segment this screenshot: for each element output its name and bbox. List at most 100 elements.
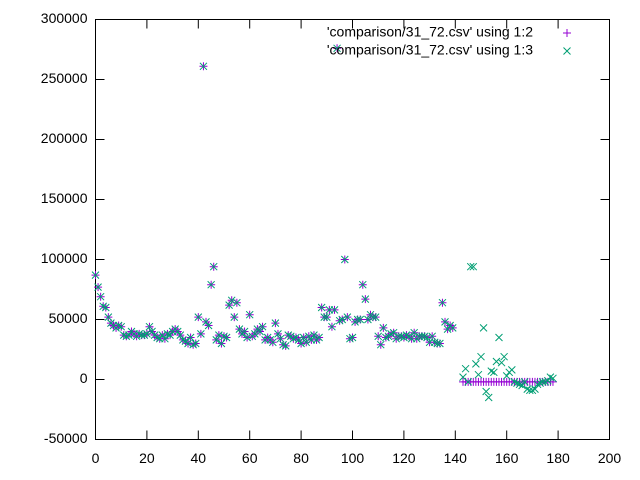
point bbox=[438, 298, 447, 307]
x-tick-label: 80 bbox=[293, 450, 309, 466]
point bbox=[346, 334, 354, 343]
point bbox=[186, 333, 195, 342]
point bbox=[191, 339, 200, 348]
point bbox=[423, 333, 431, 342]
point bbox=[356, 315, 365, 324]
x-tick-label: 40 bbox=[191, 450, 207, 466]
legend-label: 'comparison/31_72.csv' using 1:3 bbox=[327, 42, 533, 58]
point bbox=[294, 336, 303, 344]
point bbox=[184, 339, 192, 348]
y-tick-label: 200000 bbox=[41, 130, 88, 146]
x-tick-label: 140 bbox=[444, 450, 468, 466]
point bbox=[268, 338, 277, 347]
point bbox=[472, 360, 480, 368]
legend-marker bbox=[563, 29, 571, 37]
point bbox=[322, 313, 331, 321]
y-tick-label: 100000 bbox=[41, 250, 88, 266]
x-tick-label: 0 bbox=[92, 450, 100, 466]
point bbox=[397, 332, 406, 341]
y-tick-label: 250000 bbox=[41, 70, 88, 86]
point bbox=[361, 295, 370, 303]
point bbox=[374, 332, 383, 341]
point bbox=[536, 379, 544, 387]
point bbox=[525, 386, 534, 395]
point bbox=[338, 315, 347, 324]
point bbox=[497, 358, 506, 367]
point bbox=[310, 331, 318, 339]
point bbox=[256, 327, 264, 336]
point bbox=[232, 298, 241, 307]
point bbox=[518, 381, 526, 390]
point bbox=[163, 330, 172, 338]
point bbox=[279, 340, 287, 349]
point bbox=[299, 333, 308, 342]
point bbox=[320, 313, 329, 321]
point bbox=[207, 280, 216, 289]
point bbox=[135, 330, 144, 338]
point bbox=[202, 318, 210, 326]
point bbox=[302, 338, 311, 347]
x-tick-label: 20 bbox=[139, 450, 155, 466]
point bbox=[379, 324, 388, 332]
point bbox=[197, 330, 205, 338]
point bbox=[479, 324, 488, 332]
point bbox=[523, 385, 532, 393]
point bbox=[443, 325, 452, 333]
point bbox=[271, 319, 280, 327]
point bbox=[173, 327, 182, 336]
point bbox=[410, 328, 419, 337]
point bbox=[371, 313, 380, 321]
y-tick-label: 300000 bbox=[41, 10, 88, 26]
point bbox=[495, 333, 503, 342]
point bbox=[145, 322, 154, 331]
point bbox=[482, 387, 490, 396]
point bbox=[335, 316, 344, 325]
point bbox=[418, 332, 426, 341]
point bbox=[274, 330, 282, 338]
point bbox=[333, 44, 341, 53]
x-tick-label: 60 bbox=[242, 450, 258, 466]
point bbox=[315, 333, 323, 342]
point bbox=[500, 352, 508, 361]
point bbox=[448, 324, 457, 332]
point bbox=[204, 321, 213, 330]
point bbox=[225, 301, 233, 309]
y-tick-label: 50000 bbox=[49, 310, 88, 326]
point bbox=[533, 380, 542, 389]
point bbox=[543, 376, 552, 385]
point bbox=[297, 339, 305, 348]
point bbox=[161, 334, 169, 343]
point bbox=[353, 315, 362, 324]
point bbox=[469, 262, 478, 271]
point bbox=[394, 332, 403, 341]
point bbox=[376, 340, 385, 349]
point bbox=[428, 332, 437, 341]
point bbox=[217, 339, 226, 348]
point bbox=[304, 332, 313, 341]
plot-frame bbox=[95, 19, 610, 440]
point bbox=[114, 321, 123, 330]
point bbox=[358, 280, 367, 289]
point bbox=[179, 336, 187, 344]
point bbox=[464, 378, 473, 386]
point bbox=[369, 313, 377, 321]
point bbox=[94, 283, 102, 291]
point bbox=[176, 331, 185, 339]
point bbox=[143, 330, 151, 338]
point bbox=[538, 378, 547, 386]
y-tick-label: 150000 bbox=[41, 190, 88, 206]
point bbox=[461, 364, 470, 373]
x-tick-label: 100 bbox=[341, 450, 365, 466]
point bbox=[484, 393, 493, 402]
point bbox=[317, 303, 326, 312]
point bbox=[125, 331, 133, 339]
point bbox=[328, 322, 336, 331]
x-tick-label: 120 bbox=[392, 450, 416, 466]
point bbox=[474, 370, 483, 379]
point bbox=[389, 328, 398, 337]
legend-label: 'comparison/31_72.csv' using 1:2 bbox=[327, 24, 533, 40]
point bbox=[96, 292, 105, 301]
point bbox=[528, 386, 537, 395]
y-tick-label: 0 bbox=[80, 370, 88, 386]
